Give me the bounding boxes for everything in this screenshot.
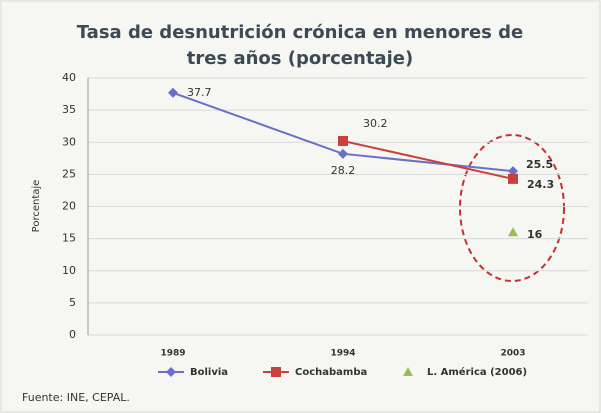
x-tick-label: 1989	[160, 349, 185, 359]
point-square	[508, 173, 518, 184]
legend-label: Cochabamba	[295, 367, 367, 378]
data-label: 28.2	[331, 164, 356, 177]
data-label: 16	[527, 228, 543, 241]
series-line	[342, 139, 514, 180]
point-diamond	[166, 367, 176, 377]
chart-title: Tasa de desnutrición crónica en menores …	[76, 22, 524, 69]
data-label: 37.7	[187, 86, 212, 99]
data-label: 30.2	[363, 117, 388, 130]
point-square	[338, 135, 348, 146]
point-square	[271, 367, 281, 377]
data-label: 24.3	[527, 178, 554, 191]
point-diamond	[508, 166, 518, 177]
point-triangle	[508, 227, 518, 237]
y-axis-label: Porcentaje	[31, 180, 42, 233]
data-label: 25.5	[526, 158, 553, 171]
x-tick-label: 2003	[500, 349, 525, 359]
y-tick-label: 0	[69, 328, 76, 341]
legend-label: Bolivia	[190, 367, 228, 378]
x-tick-label: 1994	[330, 349, 355, 359]
point-diamond	[338, 148, 348, 159]
y-tick-label: 40	[62, 71, 76, 84]
y-tick-label: 5	[69, 296, 76, 309]
highlight-ellipse	[459, 134, 565, 282]
y-tick-label: 30	[62, 135, 76, 148]
y-tick-label: 10	[62, 264, 76, 277]
y-tick-label: 35	[62, 103, 76, 116]
y-tick-label: 20	[62, 200, 76, 213]
series-line	[172, 91, 514, 173]
point-triangle	[403, 367, 413, 376]
source-note: Fuente: INE, CEPAL.	[22, 391, 130, 404]
y-tick-label: 25	[62, 167, 76, 180]
point-diamond	[168, 87, 178, 98]
legend-label: L. América (2006)	[427, 366, 527, 378]
y-tick-label: 15	[62, 232, 76, 245]
